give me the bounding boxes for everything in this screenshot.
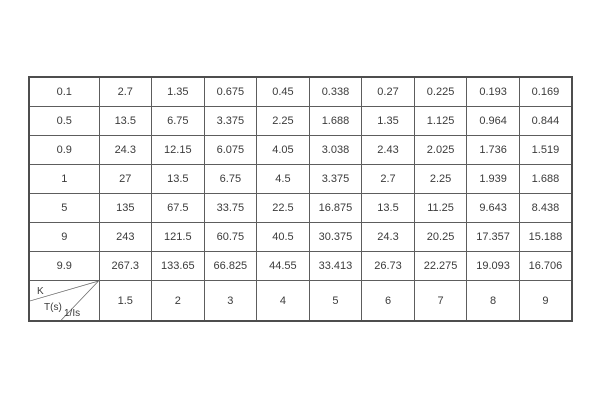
table-cell: 22.275: [413, 251, 468, 281]
table-cell: 2.025: [413, 135, 468, 165]
row-header-cell: 5: [28, 193, 100, 223]
table-cell: 0.844: [518, 106, 573, 136]
table-cell: 30.375: [308, 222, 363, 252]
table-cell: 17.357: [466, 222, 520, 252]
table-cell: 121.5: [151, 222, 205, 252]
col-header-cell: 9: [518, 280, 573, 322]
table-row: 5 135 67.5 33.75 22.5 16.875 13.5 11.25 9.643 8.4…: [28, 193, 573, 223]
table-cell: 0.675: [203, 76, 258, 107]
table-cell: 0.169: [518, 76, 573, 107]
table-cell: 4.5: [256, 164, 310, 194]
data-table: 0.1 2.7 1.35 0.675 0.45 0.338 0.27 0.225 0.193 0.…: [28, 76, 573, 322]
corner-label-i: 1/Is: [64, 308, 81, 319]
table-cell: 24.3: [98, 135, 153, 165]
table-cell: 9.643: [466, 193, 520, 223]
table-cell: 2.7: [361, 164, 415, 194]
table-cell: 15.188: [518, 222, 573, 252]
table-cell: 0.964: [466, 106, 520, 136]
table-cell: 13.5: [361, 193, 415, 223]
table-cell: 13.5: [98, 106, 153, 136]
col-header-cell: 6: [361, 280, 415, 322]
table-row: 9.9 267.3 133.65 66.825 44.55 33.413 26.73 22.2…: [28, 251, 573, 281]
table-cell: 6.75: [151, 106, 205, 136]
table-cell: 20.25: [413, 222, 468, 252]
table-cell: 2.43: [361, 135, 415, 165]
table-cell: 3.375: [308, 164, 363, 194]
table-cell: 2.25: [413, 164, 468, 194]
table-cell: 67.5: [151, 193, 205, 223]
diagonal-divider-lines: [30, 281, 98, 320]
table-cell: 19.093: [466, 251, 520, 281]
table-cell: 11.25: [413, 193, 468, 223]
corner-label-k: K: [37, 286, 44, 297]
table-cell: 0.45: [256, 76, 310, 107]
table-cell: 1.688: [308, 106, 363, 136]
table-cell: 22.5: [256, 193, 310, 223]
table-cell: 3.375: [203, 106, 258, 136]
table-cell: 1.519: [518, 135, 573, 165]
table-cell: 8.438: [518, 193, 573, 223]
table-cell: 1.35: [361, 106, 415, 136]
table-cell: 16.706: [518, 251, 573, 281]
table-row: 1 27 13.5 6.75 4.5 3.375 2.7 2.25 1.939 1.688: [28, 164, 573, 194]
table-cell: 12.15: [151, 135, 205, 165]
col-header-cell: 7: [413, 280, 468, 322]
table-row: 9 243 121.5 60.75 40.5 30.375 24.3 20.25 17.357 1…: [28, 222, 573, 252]
table-cell: 3.038: [308, 135, 363, 165]
table-cell: 243: [98, 222, 153, 252]
row-header-cell: 0.5: [28, 106, 100, 136]
table-cell: 4.05: [256, 135, 310, 165]
table-row: 0.5 13.5 6.75 3.375 2.25 1.688 1.35 1.125 0.964 0…: [28, 106, 573, 136]
table-cell: 1.688: [518, 164, 573, 194]
corner-cell: K T(s) 1/Is: [28, 280, 100, 322]
table-cell: 133.65: [151, 251, 205, 281]
table-cell: 1.736: [466, 135, 520, 165]
table-cell: 0.338: [308, 76, 363, 107]
table-cell: 0.225: [413, 76, 468, 107]
row-header-cell: 9.9: [28, 251, 100, 281]
table-cell: 1.939: [466, 164, 520, 194]
col-header-cell: 5: [308, 280, 363, 322]
table-cell: 267.3: [98, 251, 153, 281]
table-cell: 1.35: [151, 76, 205, 107]
table-row: 0.1 2.7 1.35 0.675 0.45 0.338 0.27 0.225 0.193 0.…: [28, 76, 573, 107]
table-cell: 6.75: [203, 164, 258, 194]
table-cell: 26.73: [361, 251, 415, 281]
table-cell: 0.27: [361, 76, 415, 107]
table-body: 0.1 2.7 1.35 0.675 0.45 0.338 0.27 0.225 0.193 0.…: [28, 76, 573, 281]
col-header-cell: 3: [203, 280, 258, 322]
table-cell: 2.25: [256, 106, 310, 136]
table-cell: 40.5: [256, 222, 310, 252]
table-cell: 2.7: [98, 76, 153, 107]
table-cell: 135: [98, 193, 153, 223]
row-header-cell: 0.1: [28, 76, 100, 107]
col-header-cell: 2: [151, 280, 205, 322]
col-header-cell: 8: [466, 280, 520, 322]
table-cell: 60.75: [203, 222, 258, 252]
table-cell: 33.75: [203, 193, 258, 223]
table-cell: 0.193: [466, 76, 520, 107]
table-cell: 1.125: [413, 106, 468, 136]
table-cell: 24.3: [361, 222, 415, 252]
row-header-cell: 0.9: [28, 135, 100, 165]
row-header-cell: 1: [28, 164, 100, 194]
table-cell: 33.413: [308, 251, 363, 281]
table-cell: 16.875: [308, 193, 363, 223]
table-row: 0.9 24.3 12.15 6.075 4.05 3.038 2.43 2.025 1.736…: [28, 135, 573, 165]
row-header-cell: 9: [28, 222, 100, 252]
table-cell: 44.55: [256, 251, 310, 281]
col-header-cell: 4: [256, 280, 310, 322]
table-cell: 13.5: [151, 164, 205, 194]
table-cell: 66.825: [203, 251, 258, 281]
col-header-cell: 1.5: [98, 280, 153, 322]
corner-label-t: T(s): [44, 302, 62, 313]
table-cell: 27: [98, 164, 153, 194]
table-cell: 6.075: [203, 135, 258, 165]
header-row: K T(s) 1/Is 1.5 2 3 4 5 6 7 8 9: [28, 280, 573, 322]
